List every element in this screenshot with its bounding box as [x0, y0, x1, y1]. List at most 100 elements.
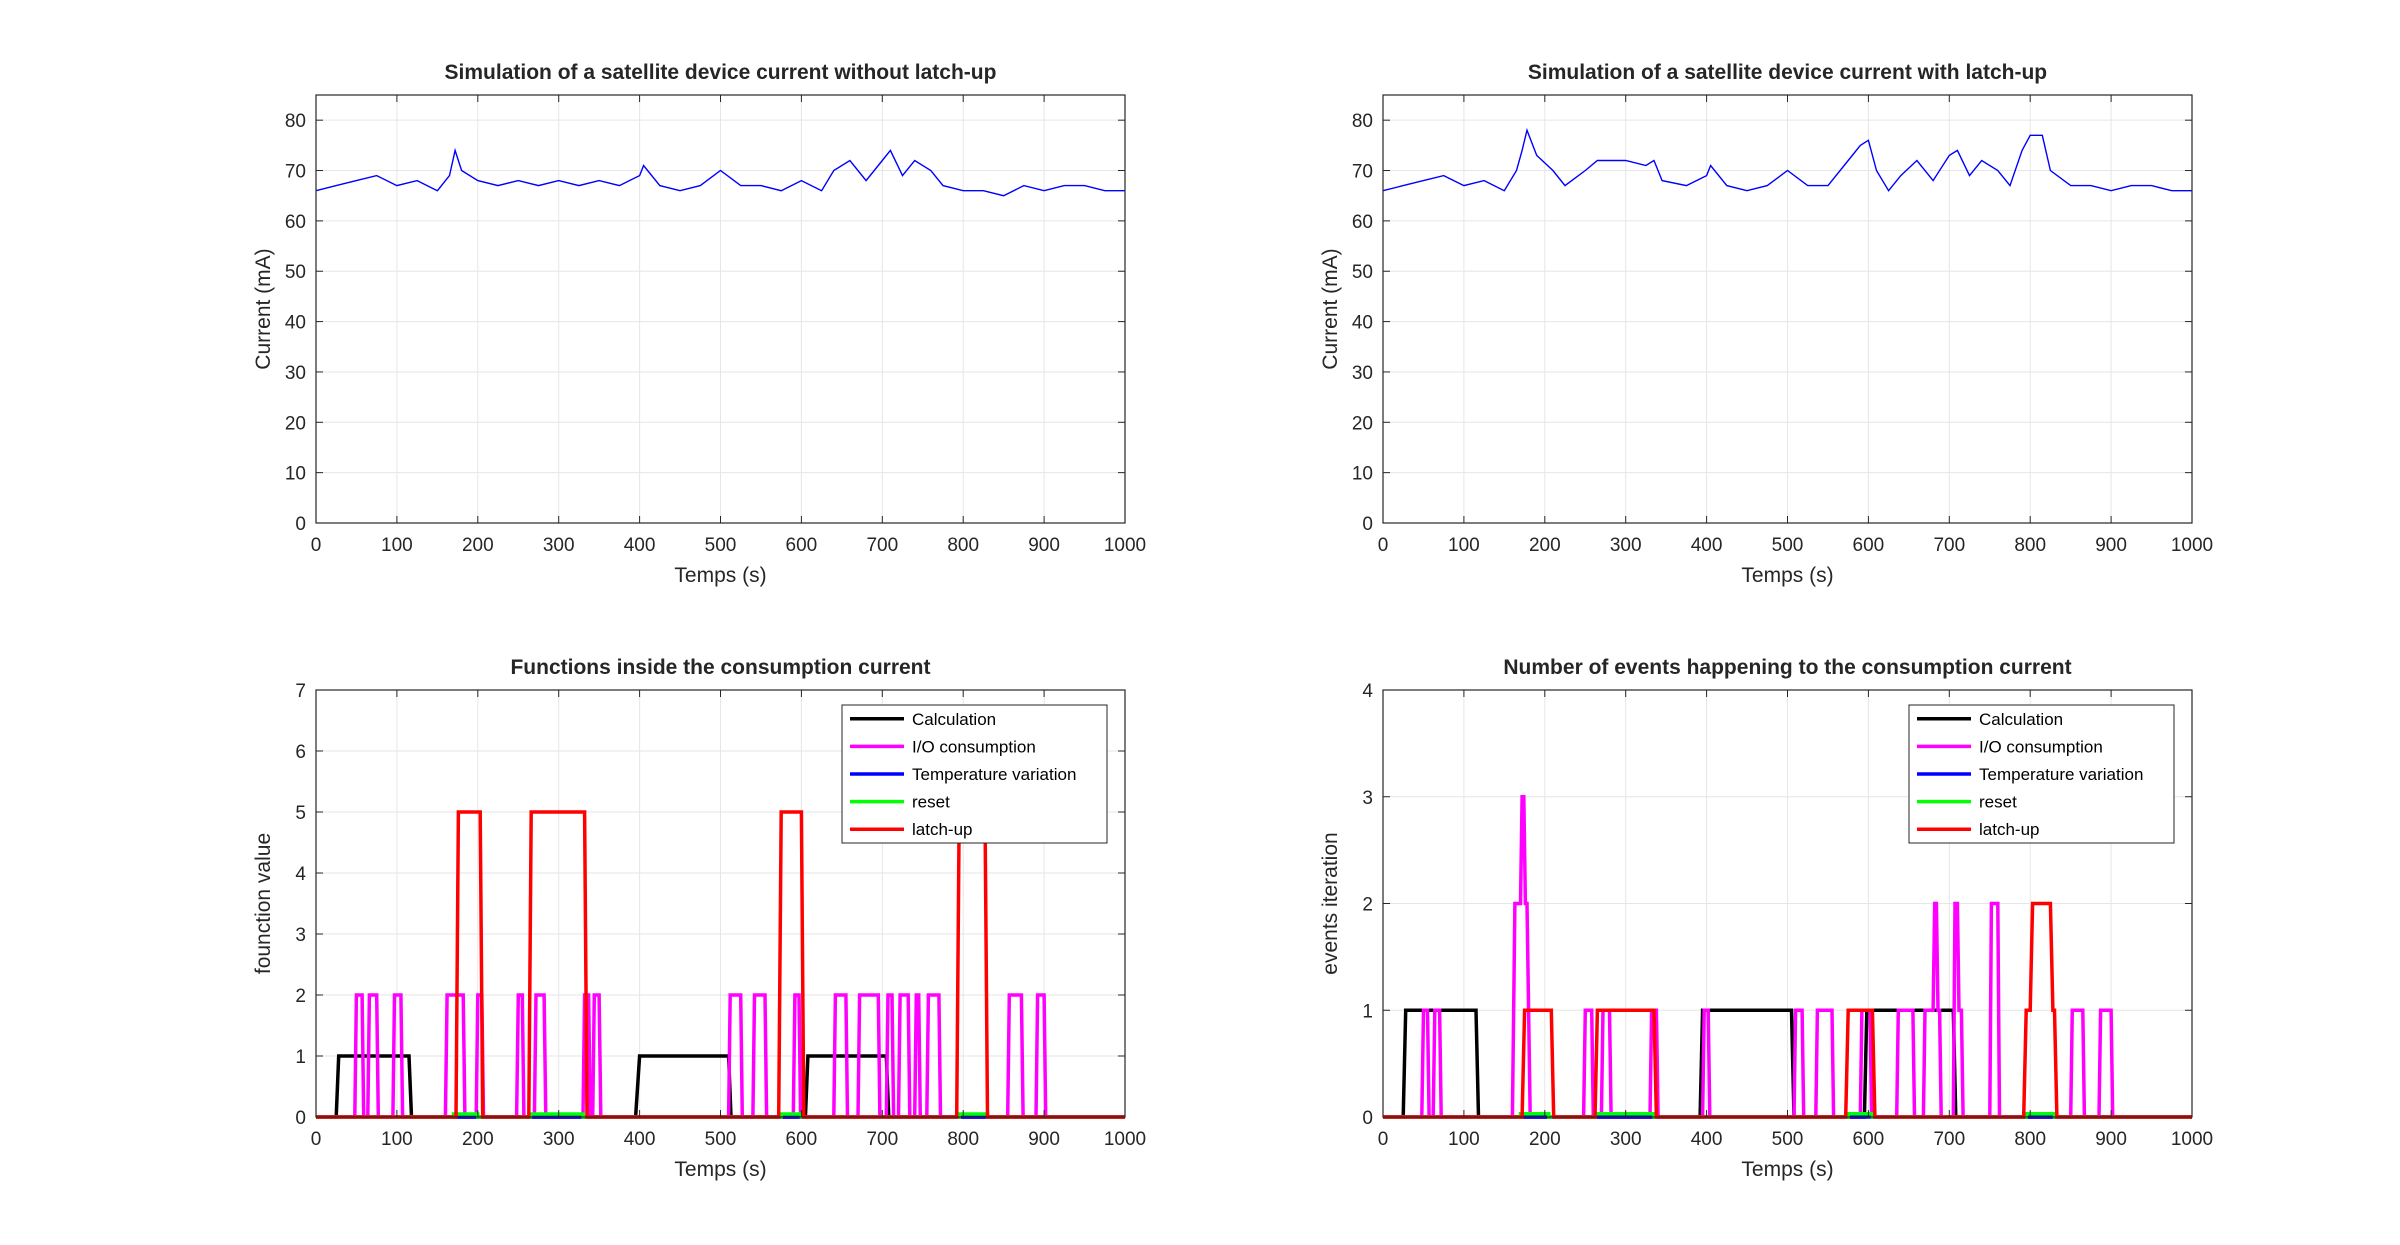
x-tick-label: 1000 [1104, 1129, 1146, 1150]
series-line-calculation [316, 1054, 1125, 1119]
x-tick-label: 700 [866, 535, 898, 556]
y-tick-label: 40 [1352, 313, 1373, 334]
y-tick-label: 3 [1362, 788, 1373, 809]
x-tick-label: 700 [866, 1129, 898, 1150]
chart-title: Simulation of a satellite device current… [1528, 61, 2047, 84]
y-tick-label: 50 [285, 262, 306, 283]
legend-label: Temperature variation [912, 765, 1076, 784]
x-tick-label: 600 [1853, 1129, 1885, 1150]
x-tick-label: 100 [381, 1129, 413, 1150]
x-tick-label: 600 [786, 535, 818, 556]
x-tick-label: 900 [1028, 535, 1060, 556]
y-tick-label: 60 [285, 212, 306, 233]
x-tick-label: 900 [1028, 1129, 1060, 1150]
x-tick-label: 200 [1529, 535, 1561, 556]
x-tick-label: 400 [1691, 1129, 1723, 1150]
legend-label: I/O consumption [1979, 737, 2103, 756]
y-tick-label: 50 [1352, 262, 1373, 283]
y-tick-label: 30 [285, 363, 306, 384]
y-tick-label: 20 [285, 413, 306, 434]
y-tick-label: 70 [285, 162, 306, 183]
chart-1: 0 100 200 300 400 500 600 700 800 900 1000 0 10 20 30 4… [252, 61, 1146, 587]
y-tick-label: 80 [1352, 111, 1373, 132]
y-tick-label: 2 [1362, 895, 1373, 916]
x-axis-label: Temps (s) [1741, 1158, 1833, 1181]
legend: Calculation I/O consumption Temperature va… [841, 704, 1108, 844]
x-tick-label: 1000 [1104, 535, 1146, 556]
chart-title: Simulation of a satellite device current… [445, 61, 997, 84]
y-tick-label: 20 [1352, 413, 1373, 434]
x-tick-label: 0 [311, 1129, 322, 1150]
x-tick-label: 300 [1610, 1129, 1642, 1150]
x-tick-label: 800 [2014, 535, 2046, 556]
y-tick-label: 0 [1362, 1108, 1373, 1129]
y-tick-label: 60 [1352, 212, 1373, 233]
x-tick-label: 900 [2095, 535, 2127, 556]
legend-label: I/O consumption [912, 737, 1036, 756]
y-axis-label: Current (mA) [252, 248, 275, 369]
x-tick-label: 200 [462, 1129, 494, 1150]
y-tick-label: 0 [295, 1108, 306, 1129]
x-tick-label: 0 [1378, 535, 1389, 556]
chart-title: Functions inside the consumption current [510, 656, 930, 679]
y-tick-label: 0 [295, 514, 306, 535]
y-axis-label: Current (mA) [1319, 248, 1342, 369]
chart-4: 0 100 200 300 400 500 600 700 800 900 1000 0 1 2 3 4 Num… [1319, 656, 2213, 1181]
y-tick-label: 1 [295, 1047, 306, 1068]
x-tick-label: 800 [947, 535, 979, 556]
x-tick-label: 700 [1933, 535, 1965, 556]
x-tick-label: 300 [1610, 535, 1642, 556]
x-tick-label: 500 [1772, 1129, 1804, 1150]
y-tick-label: 40 [285, 313, 306, 334]
chart-3: 0 100 200 300 400 500 600 700 800 900 1000 0 1 2 3 4 5 6 7… [252, 656, 1146, 1181]
legend-label: Temperature variation [1979, 765, 2143, 784]
y-tick-label: 70 [1352, 162, 1373, 183]
x-tick-label: 500 [705, 1129, 737, 1150]
x-tick-label: 500 [1772, 535, 1804, 556]
legend-label: latch-up [1979, 820, 2039, 839]
x-tick-label: 400 [624, 1129, 656, 1150]
x-tick-label: 300 [543, 535, 575, 556]
x-tick-label: 400 [624, 535, 656, 556]
y-tick-label: 4 [1362, 681, 1373, 702]
y-tick-label: 6 [295, 742, 306, 763]
y-tick-label: 1 [1362, 1001, 1373, 1022]
x-tick-label: 900 [2095, 1129, 2127, 1150]
x-tick-label: 100 [1448, 1129, 1480, 1150]
chart-title: Number of events happening to the consum… [1503, 656, 2071, 679]
x-tick-label: 1000 [2171, 535, 2213, 556]
x-axis-label: Temps (s) [674, 564, 766, 587]
x-tick-label: 300 [543, 1129, 575, 1150]
series-line-latch-up [1383, 901, 2192, 1119]
x-tick-label: 100 [381, 535, 413, 556]
x-axis-label: Temps (s) [674, 1158, 766, 1181]
chart-2: 0 100 200 300 400 500 600 700 800 900 1000 0 10 20 30 4… [1319, 61, 2213, 587]
series-line-current [1382, 127, 2192, 192]
x-tick-label: 600 [1853, 535, 1885, 556]
legend-label: reset [912, 793, 950, 812]
y-axis-label: events iteration [1319, 832, 1342, 974]
y-tick-label: 0 [1362, 514, 1373, 535]
x-tick-label: 1000 [2171, 1129, 2213, 1150]
y-tick-label: 3 [295, 925, 306, 946]
y-tick-label: 4 [295, 864, 306, 885]
x-tick-label: 0 [1378, 1129, 1389, 1150]
x-tick-label: 0 [311, 535, 322, 556]
y-tick-label: 10 [1352, 464, 1373, 485]
series-line-current [315, 147, 1125, 197]
x-axis-label: Temps (s) [1741, 564, 1833, 587]
x-tick-label: 500 [705, 535, 737, 556]
x-tick-label: 100 [1448, 535, 1480, 556]
y-tick-label: 30 [1352, 363, 1373, 384]
x-tick-label: 800 [2014, 1129, 2046, 1150]
legend: Calculation I/O consumption Temperature va… [1908, 704, 2175, 844]
y-tick-label: 80 [285, 111, 306, 132]
legend-label: Calculation [1979, 710, 2063, 729]
y-tick-label: 7 [295, 681, 306, 702]
y-tick-label: 10 [285, 464, 306, 485]
x-tick-label: 200 [462, 535, 494, 556]
x-tick-label: 200 [1529, 1129, 1561, 1150]
x-tick-label: 400 [1691, 535, 1723, 556]
legend-label: latch-up [912, 820, 972, 839]
